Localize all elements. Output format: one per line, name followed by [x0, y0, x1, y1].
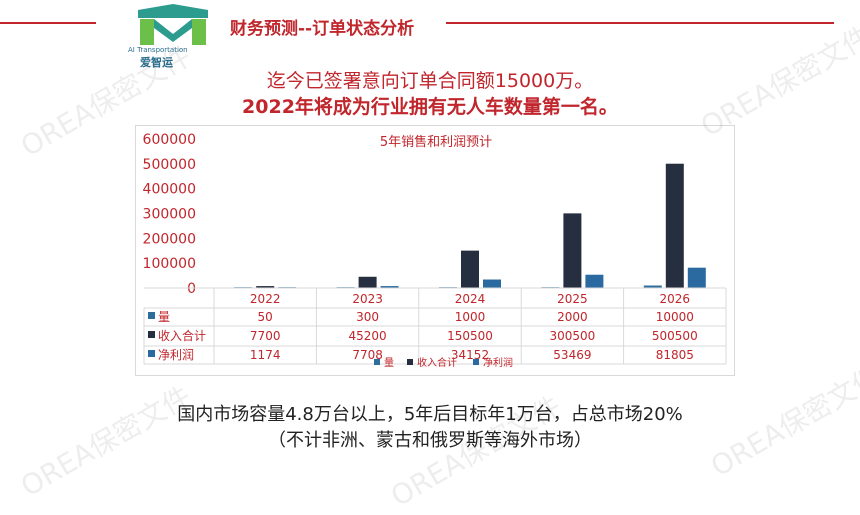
market-note: （不计非洲、蒙古和俄罗斯等海外市场）	[268, 430, 592, 451]
table-cell-value: 500500	[652, 329, 698, 343]
headline-ranking: 2022年将成为行业拥有无人车数量第一名。	[242, 96, 618, 118]
table-cell-value: 2000	[557, 310, 588, 324]
y-tick-label: 0	[187, 281, 196, 297]
bar-2-3	[585, 274, 604, 288]
bar-0-4	[643, 285, 662, 288]
legend-key-1	[407, 359, 413, 365]
legend-label: 量	[384, 357, 394, 369]
logo-mark-icon	[138, 4, 208, 45]
x-tick-label: 2025	[557, 292, 588, 306]
table-cell-value: 1174	[250, 348, 281, 362]
chart-title: 5年销售和利润预计	[380, 134, 492, 150]
page-title: 财务预测--订单状态分析	[230, 19, 415, 39]
table-cell-value: 81805	[656, 348, 694, 362]
chart-frame: 600000 500000 400000 300000 200000 100000 0 5年销…	[135, 125, 735, 376]
legend-label: 净利润	[483, 356, 513, 369]
y-tick-label: 500000	[143, 157, 196, 173]
y-tick-label: 200000	[143, 231, 196, 247]
x-tick-label: 2026	[660, 292, 691, 306]
x-tick-label: 2022	[250, 292, 281, 306]
company-logo: AI Transportation 爱智运	[128, 4, 214, 69]
logo-brand: 爱智运	[140, 56, 173, 69]
header-rule-right	[446, 22, 834, 24]
y-tick-label: 300000	[143, 207, 196, 223]
table-cell-value: 34152	[451, 348, 489, 362]
bar-2-4	[687, 267, 706, 288]
headline-contract: 迄今已签署意向订单合同额15000万。	[266, 70, 594, 92]
y-tick-label: 600000	[143, 132, 196, 148]
table-legend-key-0	[148, 312, 155, 319]
bar-1-4	[665, 163, 684, 288]
bar-2-2	[483, 279, 501, 288]
table-cell-value: 7708	[352, 348, 383, 362]
table-cell-value: 7700	[250, 329, 281, 343]
bar-1-0	[256, 286, 275, 288]
legend-key-0	[374, 359, 380, 365]
table-legend-key-1	[148, 331, 155, 338]
x-tick-label: 2023	[352, 292, 383, 306]
logo-tagline: AI Transportation	[128, 46, 188, 54]
x-tick-label: 2024	[455, 292, 486, 306]
legend-label: 收入合计	[417, 356, 457, 369]
bar-1-1	[358, 276, 377, 288]
table-cell-value: 1000	[455, 310, 486, 324]
table-row-label: 量	[158, 310, 170, 324]
bar-chart: 600000 500000 400000 300000 200000 100000 0 5年销…	[143, 132, 727, 369]
table-cell-value: 50	[258, 310, 273, 324]
table-cell-value: 300500	[549, 329, 595, 343]
bar-1-2	[461, 250, 479, 288]
table-row-label: 收入合计	[158, 328, 206, 343]
market-summary: 国内市场容量4.8万台以上，5年后目标年1万台，占总市场20%	[177, 404, 683, 425]
table-legend-key-2	[148, 350, 155, 357]
bar-1-3	[563, 213, 582, 288]
header-rule-left	[0, 22, 96, 24]
legend-key-2	[473, 359, 479, 365]
table-cell-value: 300	[356, 310, 379, 324]
table-row-label: 净利润	[158, 348, 194, 362]
y-tick-label: 400000	[143, 182, 196, 198]
table-cell-value: 45200	[349, 329, 387, 343]
bar-2-1	[380, 286, 399, 288]
y-tick-label: 100000	[143, 256, 196, 272]
table-cell-value: 10000	[656, 310, 694, 324]
table-cell-value: 150500	[447, 329, 493, 343]
table-cell-value: 53469	[553, 348, 591, 362]
